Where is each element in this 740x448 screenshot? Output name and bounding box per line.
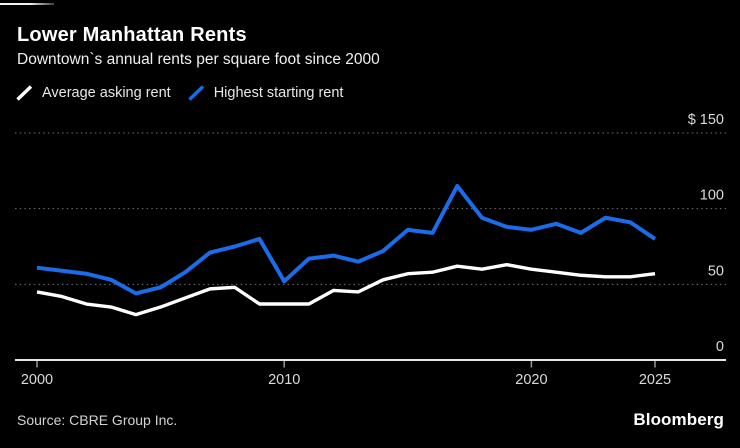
y-axis-label-50: 50	[708, 263, 724, 279]
average-line-key-icon	[16, 85, 33, 101]
x-axis-label-2010: 2010	[268, 372, 300, 388]
chart-subtitle: Downtown`s annual rents per square foot …	[17, 51, 380, 68]
highest-starting-rent-line	[36, 183, 657, 296]
legend-label-highest: Highest starting rent	[213, 85, 344, 101]
y-axis-label-0: 0	[716, 339, 724, 355]
chart-title: Lower Manhattan Rents	[17, 24, 247, 46]
x-axis-label-2000: 2000	[21, 372, 53, 388]
source-text: Source: CBRE Group Inc.	[17, 412, 178, 428]
legend-item-highest-starting-rent: Highest starting rent	[188, 85, 344, 101]
legend: Average asking rent Highest starting ren…	[16, 85, 343, 101]
x-axis-label-2025: 2025	[639, 372, 671, 388]
top-accent-line	[0, 3, 54, 5]
y-axis-label-100: 100	[700, 188, 724, 204]
x-axis-label-2020: 2020	[515, 372, 547, 388]
footer: Source: CBRE Group Inc. Bloomberg	[17, 410, 724, 436]
average-asking-rent-line	[36, 262, 656, 317]
y-axis-label-150: $ 150	[688, 112, 724, 128]
legend-item-average-asking-rent: Average asking rent	[16, 85, 171, 101]
legend-label-average: Average asking rent	[42, 85, 171, 101]
bloomberg-logo: Bloomberg	[633, 410, 724, 429]
highest-line-key-icon	[188, 85, 204, 101]
